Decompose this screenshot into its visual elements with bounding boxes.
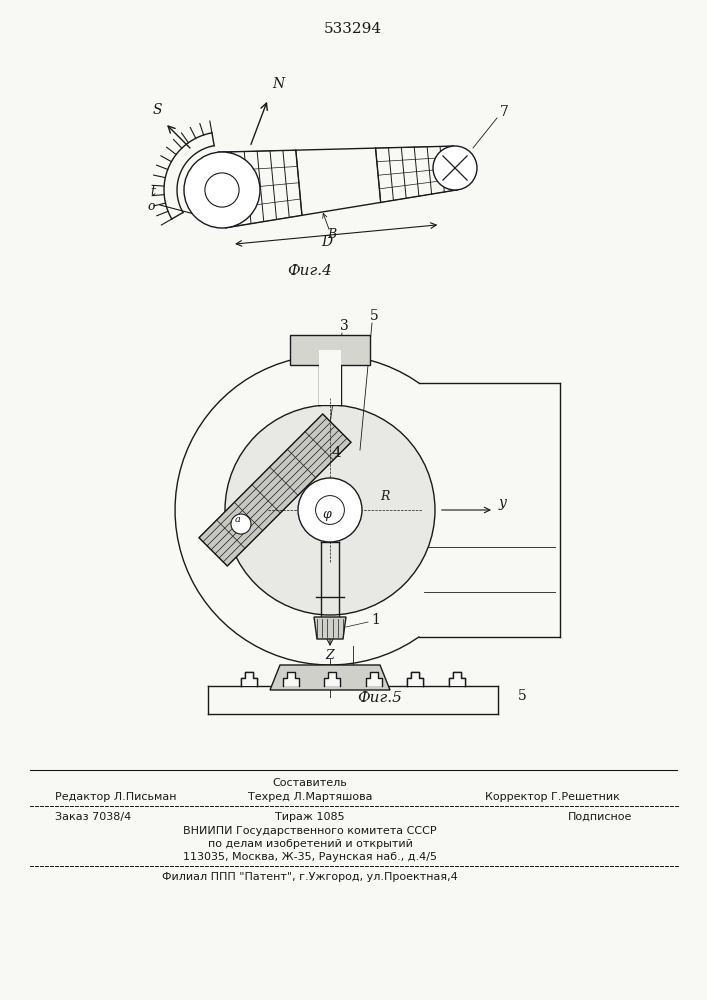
Circle shape [231, 514, 251, 534]
Text: 1: 1 [371, 613, 380, 627]
Polygon shape [319, 350, 341, 405]
Text: Z: Z [325, 649, 334, 662]
Text: R: R [380, 490, 390, 503]
Polygon shape [448, 672, 464, 686]
Text: D: D [321, 235, 332, 249]
Text: 5: 5 [370, 309, 379, 323]
Text: B: B [327, 228, 336, 241]
Circle shape [298, 478, 362, 542]
Circle shape [184, 152, 260, 228]
Text: 113035, Москва, Ж-35, Раунская наб., д.4/5: 113035, Москва, Ж-35, Раунская наб., д.4… [183, 852, 437, 862]
Text: y: y [499, 496, 507, 510]
Text: Корректор Г.Решетник: Корректор Г.Решетник [485, 792, 620, 802]
Polygon shape [283, 672, 299, 686]
Text: 533294: 533294 [324, 22, 382, 36]
Text: S: S [152, 103, 162, 117]
Polygon shape [199, 414, 351, 566]
Polygon shape [325, 672, 340, 686]
Polygon shape [241, 672, 257, 686]
Text: по делам изобретений и открытий: по делам изобретений и открытий [208, 839, 412, 849]
Text: Фиг.4: Фиг.4 [288, 264, 332, 278]
Text: N: N [272, 77, 284, 91]
Text: Редактор Л.Письман: Редактор Л.Письман [55, 792, 177, 802]
Text: Филиал ППП "Патент", г.Ужгород, ул.Проектная,4: Филиал ППП "Патент", г.Ужгород, ул.Проек… [162, 872, 458, 882]
Circle shape [225, 405, 435, 615]
Polygon shape [290, 335, 370, 365]
Text: 3: 3 [340, 319, 349, 333]
Text: a: a [235, 515, 241, 524]
Polygon shape [270, 665, 390, 690]
Text: 5: 5 [518, 689, 527, 703]
Text: Техред Л.Мартяшова: Техред Л.Мартяшова [247, 792, 373, 802]
Text: Фиг.5: Фиг.5 [358, 691, 402, 705]
Polygon shape [407, 672, 423, 686]
Text: t: t [150, 185, 155, 198]
Text: o: o [147, 200, 155, 213]
Text: Тираж 1085: Тираж 1085 [275, 812, 345, 822]
Polygon shape [314, 617, 346, 639]
Text: Заказ 7038/4: Заказ 7038/4 [55, 812, 132, 822]
Circle shape [433, 146, 477, 190]
Text: Подписное: Подписное [568, 812, 632, 822]
Text: ВНИИПИ Государственного комитета СССР: ВНИИПИ Государственного комитета СССР [183, 826, 437, 836]
Text: D: D [322, 627, 332, 637]
Text: 7: 7 [500, 105, 509, 119]
Text: φ: φ [322, 508, 331, 521]
Text: Составитель: Составитель [273, 778, 347, 788]
Polygon shape [366, 672, 382, 686]
Text: 4: 4 [331, 446, 341, 460]
